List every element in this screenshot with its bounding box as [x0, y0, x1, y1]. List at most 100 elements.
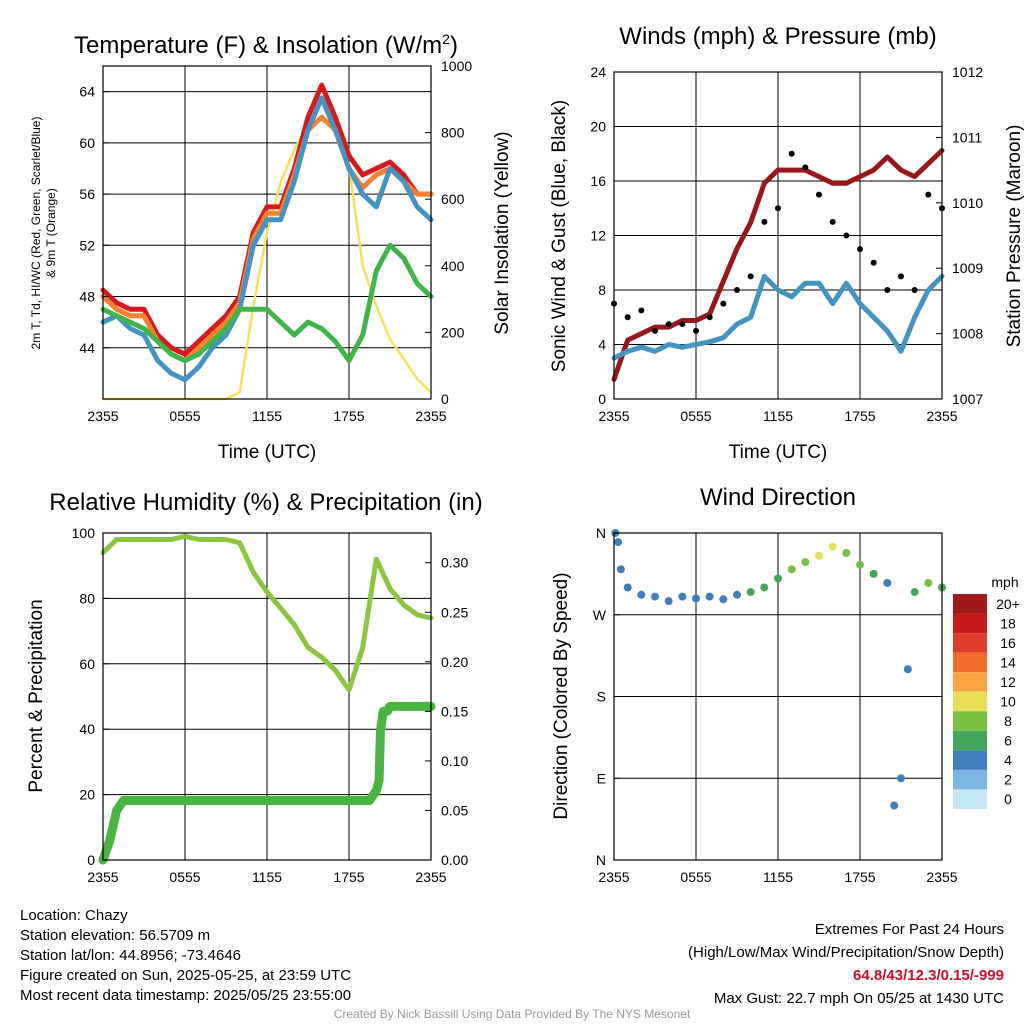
legend-label: 2: [1004, 772, 1012, 788]
legend-swatch: [953, 594, 987, 614]
temperature-right-label: Solar Insolation (Yellow): [492, 131, 513, 334]
x-tick-label: 1755: [333, 408, 364, 424]
x-tick-label: 2355: [598, 869, 629, 885]
gust-point: [665, 321, 672, 328]
wind-series: [611, 148, 945, 382]
legend-swatch: [953, 652, 987, 673]
x-tick-label: 0555: [680, 869, 711, 885]
x-tick-label: 1155: [763, 408, 793, 424]
y-tick-label: 44: [79, 340, 95, 356]
legend-swatch: [953, 730, 987, 751]
wind-panel: Winds (mph) & Pressure (mb) 04812162024 …: [549, 23, 1024, 463]
gust-point: [857, 246, 863, 253]
gust-point: [884, 287, 891, 293]
direction-point: [897, 774, 905, 783]
y-tick-label: W: [593, 607, 607, 623]
direction-point: [623, 583, 632, 592]
legend-swatch: [953, 789, 987, 809]
direction-point: [815, 551, 823, 560]
legend-label: 14: [1000, 654, 1016, 670]
x-tick-label: 1155: [252, 869, 282, 885]
wind-right-label: Station Pressure (Maroon): [1004, 125, 1024, 348]
gust-point: [843, 232, 850, 239]
y-tick-label: 12: [590, 228, 606, 244]
y2-tick-label: 0.00: [441, 852, 468, 868]
y-tick-label: 8: [598, 282, 606, 298]
elevation-text: Station elevation: 56.5709 m: [20, 927, 211, 944]
y-tick-label: 4: [598, 337, 606, 353]
y2-tick-label: 0.25: [441, 604, 468, 620]
legend-label: 6: [1004, 733, 1012, 749]
legend-swatch: [953, 691, 987, 712]
location-text: Location: Chazy: [20, 907, 128, 924]
station-pressure-line: [611, 148, 945, 382]
humidity-panel: Relative Humidity (%) & Precipitation (i…: [26, 489, 483, 885]
direction-point: [903, 665, 912, 674]
y2-tick-label: 0.05: [441, 802, 468, 818]
y2-tick-label: 1007: [952, 391, 983, 407]
recent-text: Most recent data timestamp: 2025/05/25 2…: [20, 987, 352, 1004]
gust-point: [775, 205, 781, 212]
direction-point: [828, 542, 837, 551]
x-tick-label: 2355: [87, 408, 118, 424]
x-tick-label: 2355: [415, 408, 446, 424]
gust-point: [761, 218, 768, 225]
x-tick-label: 2355: [598, 408, 629, 424]
direction-point: [678, 592, 687, 601]
gust-point: [679, 321, 686, 328]
extremes-title: Extremes For Past 24 Hours: [814, 921, 1004, 938]
humidity-x-ticks: 2355 0555 1155 1755 2355: [87, 854, 447, 885]
temperature-left-ticks: 44 48 52 56 60 64: [79, 84, 109, 356]
y2-tick-label: 0.20: [441, 654, 468, 670]
direction-point: [664, 597, 673, 606]
gust-point: [816, 191, 822, 198]
x-tick-label: 1755: [844, 408, 875, 424]
x-tick-label: 2355: [926, 408, 957, 424]
speed-legend: 20+ 18 16 14 12 10 8 6 4 2 0: [953, 594, 1020, 809]
x-tick-label: 2355: [87, 869, 118, 885]
legend-label: 12: [1000, 674, 1016, 690]
y2-tick-label: 0.15: [441, 703, 468, 719]
direction-point: [746, 588, 755, 597]
humidity-left-ticks: 0 20 40 60 80 100: [72, 525, 109, 868]
humidity-panel-title: Relative Humidity (%) & Precipitation (i…: [49, 489, 482, 516]
wind-panel-title: Winds (mph) & Pressure (mb): [619, 23, 936, 50]
direction-series: [611, 529, 946, 810]
temperature-left-label-line1: 2m T, Td, HI/WC (Red, Green, Scarlet/Blu…: [29, 117, 43, 350]
y2-tick-label: 1010: [952, 195, 983, 211]
temperature-x-ticks: 2355 0555 1155 1755 2355: [87, 393, 447, 424]
y-tick-label: N: [596, 525, 606, 541]
direction-point: [883, 578, 892, 587]
y-tick-label: S: [597, 689, 606, 705]
direction-point: [719, 595, 728, 604]
legend-swatch: [953, 613, 987, 634]
y-tick-label: 80: [79, 590, 95, 606]
legend-swatch: [953, 711, 987, 731]
direction-x-ticks: 2355 0555 1155 1755 2355: [598, 854, 958, 885]
gust-point: [652, 327, 658, 334]
y-tick-label: 20: [79, 787, 95, 803]
direction-point: [774, 574, 782, 583]
direction-point: [692, 594, 700, 603]
direction-point: [614, 538, 623, 547]
gust-point: [720, 300, 727, 307]
direction-point: [924, 578, 933, 587]
latlon-text: Station lat/lon: 44.8956; -73.4646: [20, 947, 242, 964]
y-tick-label: 0: [598, 391, 606, 407]
gust-point: [624, 314, 631, 321]
direction-point: [787, 565, 796, 574]
direction-point: [910, 588, 919, 597]
direction-point: [856, 560, 864, 569]
y2-tick-label: 1000: [441, 58, 472, 74]
y2-tick-label: 600: [441, 191, 465, 207]
y-tick-label: 40: [79, 721, 95, 737]
extremes-subtitle: (High/Low/Max Wind/Precipitation/Snow De…: [688, 944, 1004, 961]
y-tick-label: 52: [79, 237, 95, 253]
credit-text: Created By Nick Bassill Using Data Provi…: [333, 1007, 691, 1021]
y-tick-label: 16: [590, 173, 606, 189]
direction-left-ticks: N E S W N: [593, 525, 620, 868]
direction-point: [890, 801, 899, 810]
relative-humidity-line: [100, 533, 434, 693]
precipitation-line: [98, 701, 436, 865]
y2-tick-label: 0: [441, 391, 449, 407]
